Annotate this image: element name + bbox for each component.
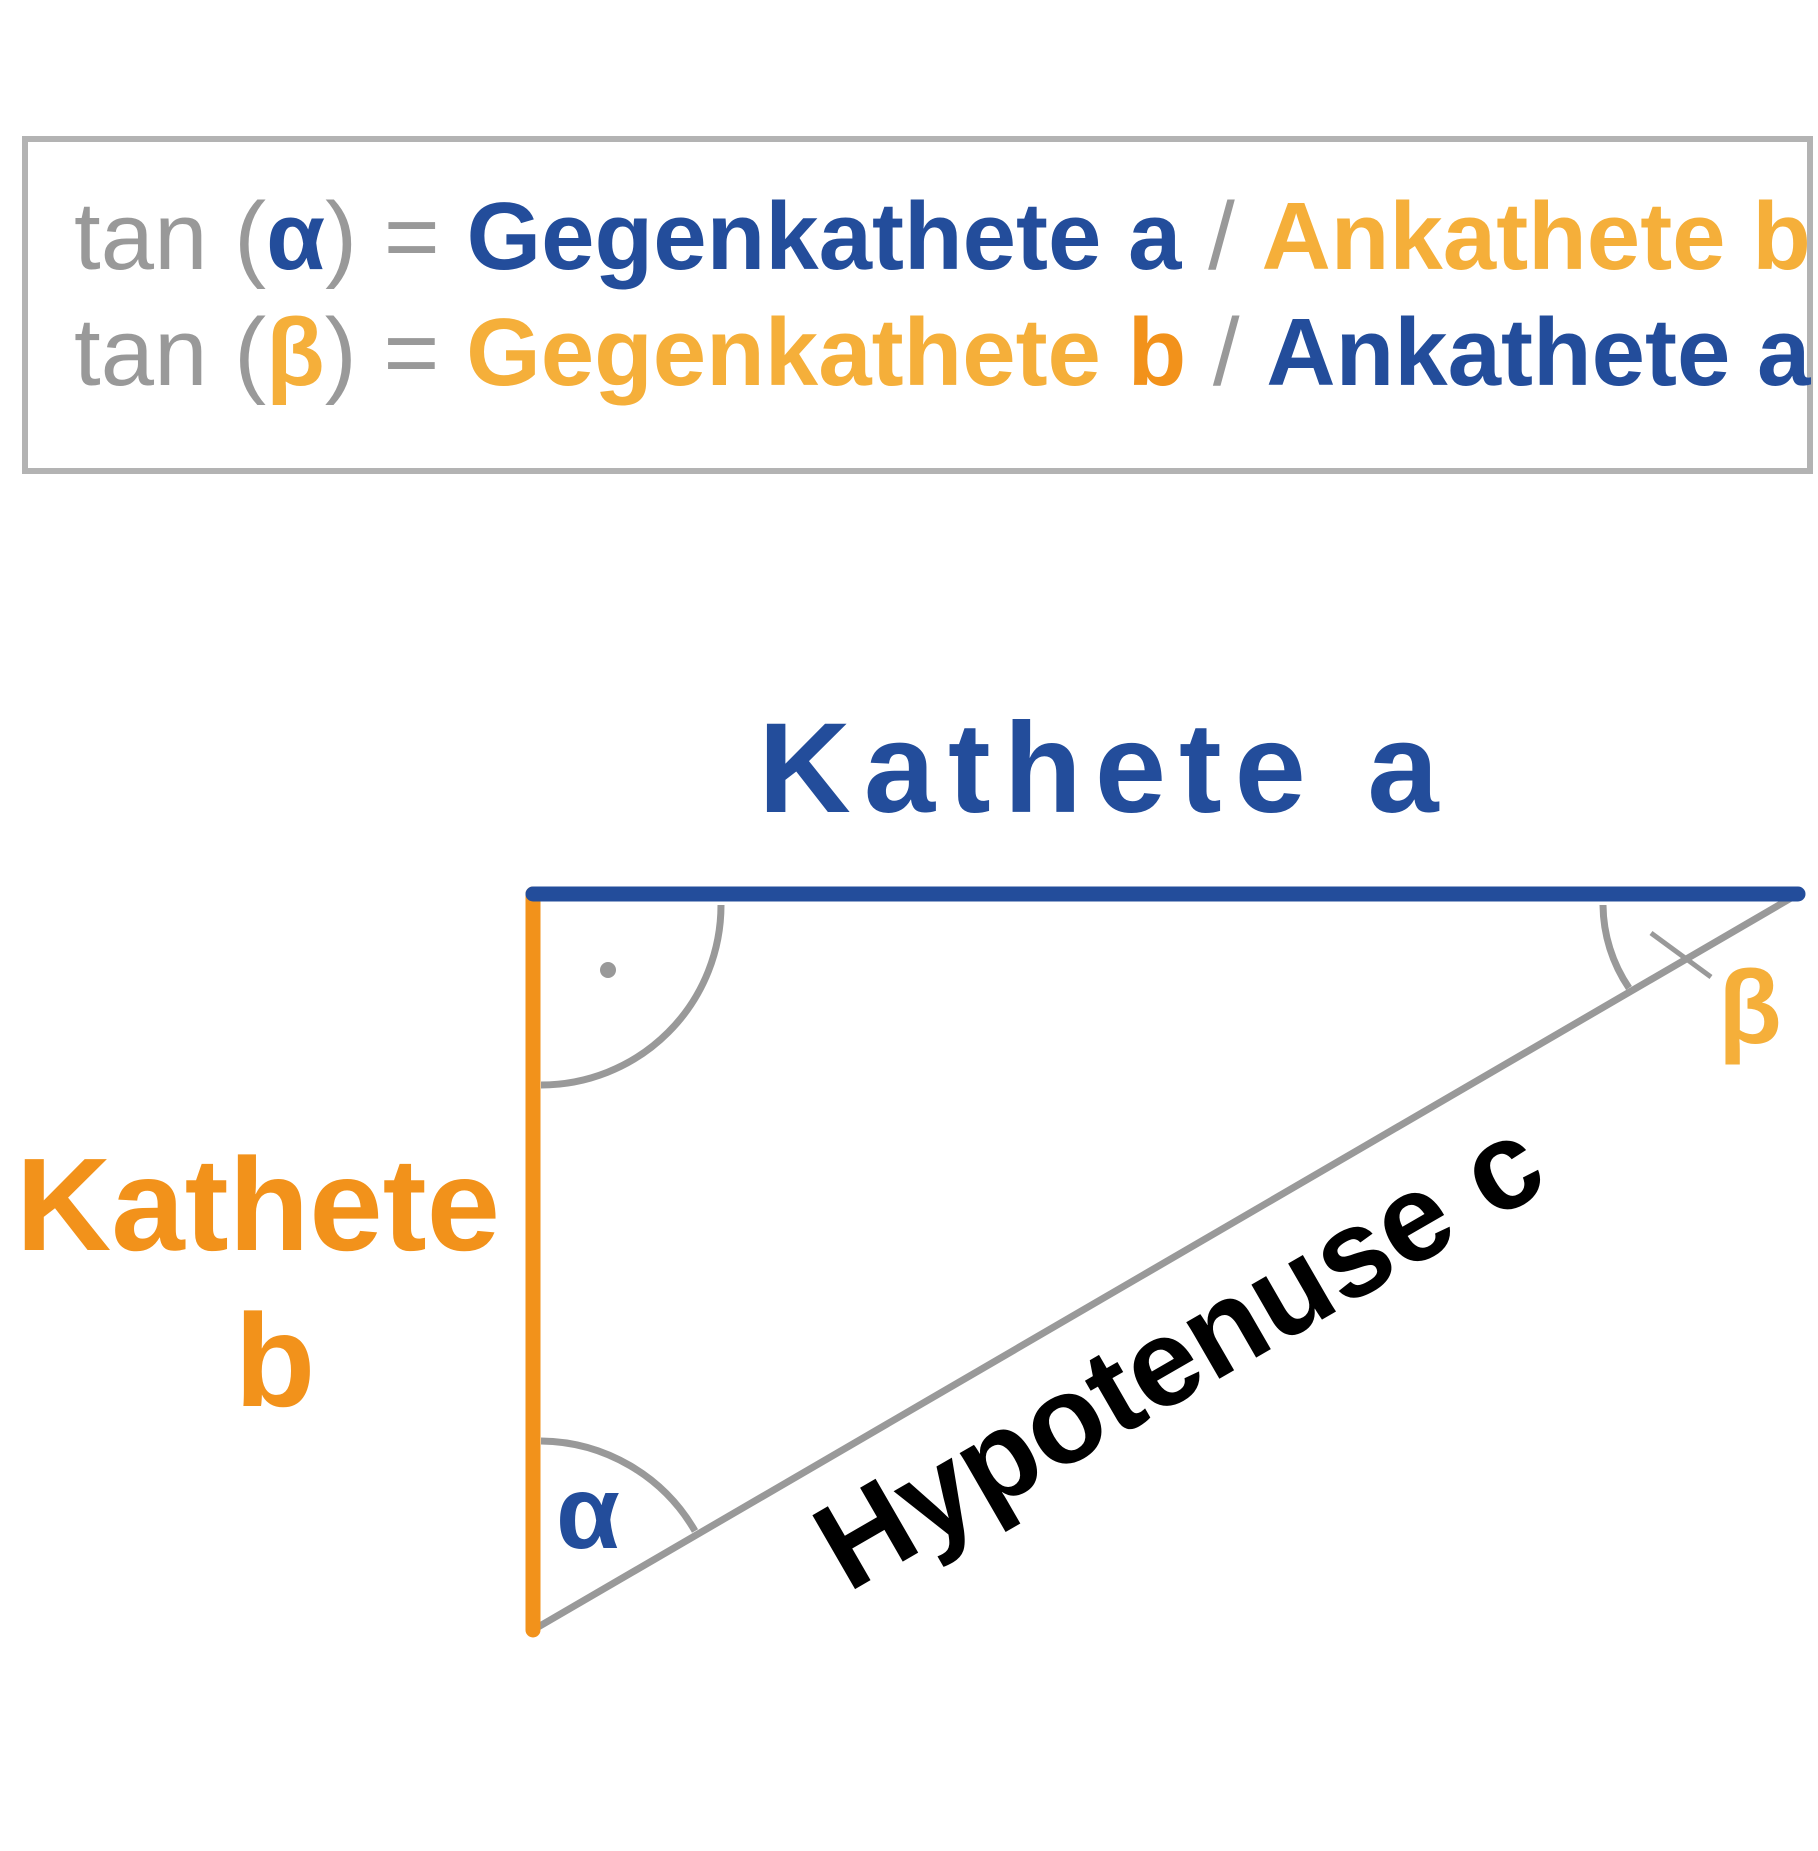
hypotenuse-label: Hypotenuse c [792, 1091, 1565, 1617]
alpha-angle-arc [540, 1437, 699, 1533]
beta-angle-arc [1599, 904, 1632, 990]
kathete-a-label: Kathete a [758, 697, 1451, 840]
beta-symbol: β [266, 299, 325, 406]
tan-beta-formula: tan (β) = Gegenkathete b / Ankathete a [74, 298, 1810, 408]
tan-function: tan [74, 299, 208, 406]
tan-alpha-formula: tan (α) = Gegenkathete a / Ankathete b [74, 182, 1811, 292]
gegenkathete-a-term: Gegenkathete a [466, 183, 1182, 290]
division-slash: / [1186, 299, 1267, 406]
ankathete-b-term: Ankathete b [1261, 183, 1811, 290]
formula-box: tan (α) = Gegenkathete a / Ankathete b t… [22, 136, 1813, 474]
hypotenuse-line [531, 890, 1800, 1634]
tan-function: tan [74, 183, 208, 290]
division-slash: / [1181, 183, 1262, 290]
right-angle-arc [540, 904, 725, 1089]
beta-label: β [1718, 950, 1781, 1066]
equals-sign: = [356, 299, 467, 406]
open-paren: ( [207, 183, 267, 290]
beta-tick-mark [1649, 930, 1713, 980]
alpha-label: α [556, 1455, 620, 1571]
gegenkathete-b-term: Gegenkathete [466, 299, 1128, 406]
equals-sign: = [357, 183, 467, 290]
close-paren: ) [325, 183, 358, 290]
ankathete-a-term: Ankathete a [1266, 299, 1811, 406]
close-paren: ) [324, 299, 357, 406]
gegenkathete-b-letter: b [1127, 299, 1187, 406]
alpha-symbol: α [266, 183, 326, 290]
open-paren: ( [207, 299, 267, 406]
kathete-b-label-line1: Kathete [16, 1131, 500, 1278]
kathete-b-label-line2: b [235, 1287, 316, 1434]
right-angle-dot [600, 962, 616, 978]
